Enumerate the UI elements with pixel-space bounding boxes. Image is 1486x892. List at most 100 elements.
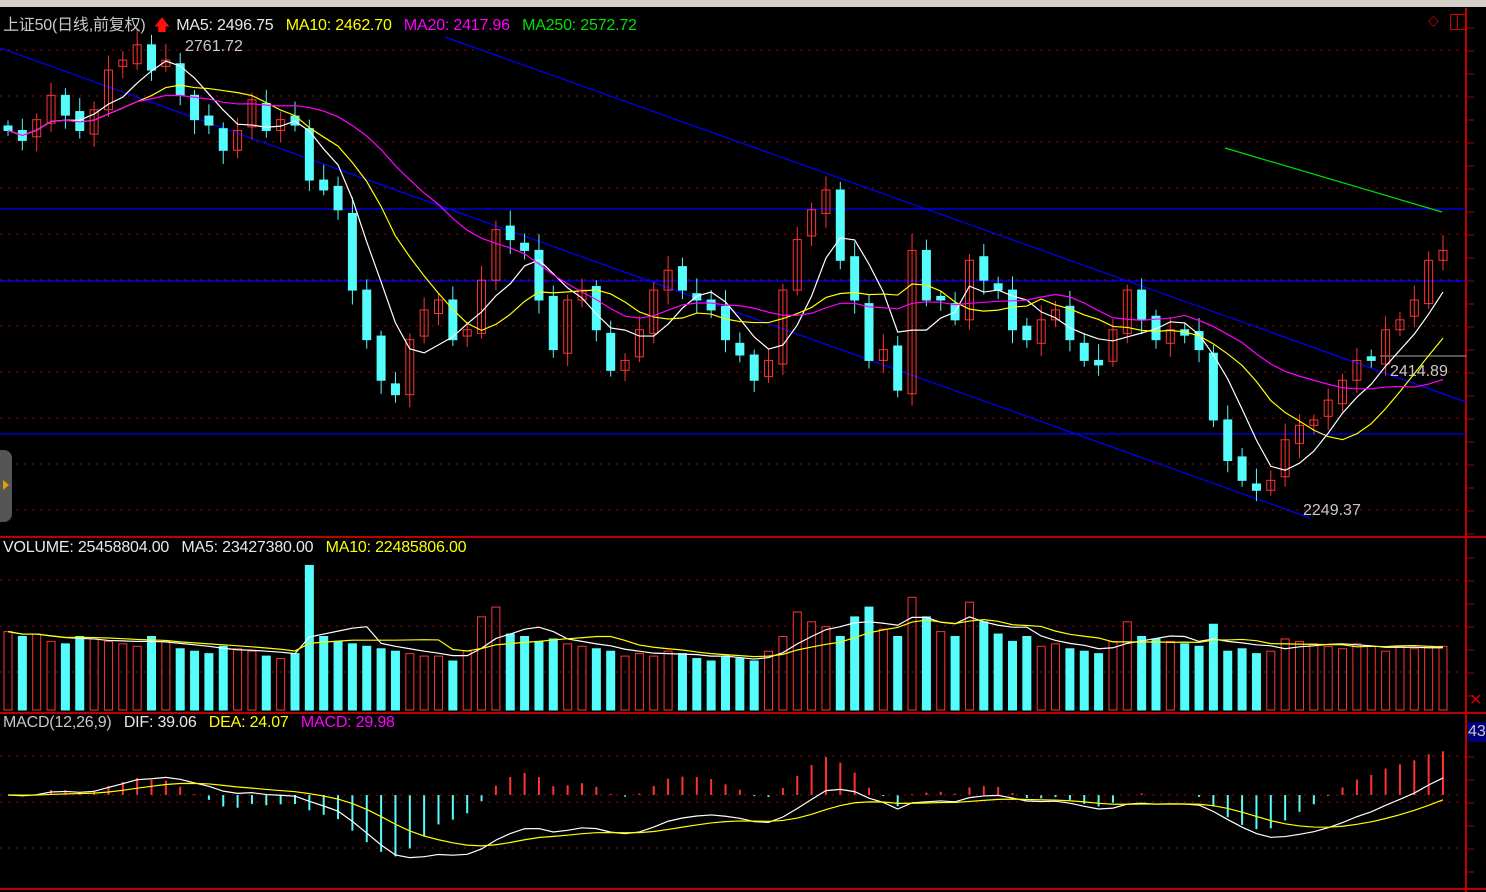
volume-bar — [1395, 645, 1405, 711]
volume-bar — [993, 633, 1003, 711]
candle-body — [792, 239, 802, 291]
volume-bar — [448, 660, 458, 711]
legend-ma250: MA250: 2572.72 — [522, 17, 637, 34]
volume-bar — [1366, 645, 1376, 711]
candle-body — [993, 283, 1003, 291]
candle-body — [1036, 319, 1046, 344]
ma20-line — [7, 94, 1444, 390]
candle-body — [778, 289, 788, 365]
candle-body — [1065, 305, 1075, 341]
diamond-icon[interactable]: ◇ — [1428, 12, 1439, 28]
candle-body — [706, 299, 716, 311]
volume-bar — [878, 628, 888, 711]
volume-bar — [1338, 648, 1348, 711]
candle-body — [319, 179, 329, 191]
up-arrow-icon: 🡅 — [153, 17, 170, 34]
candle-body — [147, 44, 156, 71]
volume-bar — [247, 650, 257, 711]
candle-body — [1309, 419, 1319, 426]
volume-bar — [807, 621, 817, 711]
volume-bar — [1008, 640, 1017, 711]
volume-bar — [75, 636, 85, 711]
volume-bar — [1381, 650, 1391, 711]
volume-bar — [1022, 636, 1032, 711]
candle-body — [118, 59, 128, 67]
volume-bar — [520, 636, 530, 711]
volume-bar — [376, 648, 386, 711]
dea-line — [7, 782, 1444, 847]
candle-body — [1051, 309, 1061, 321]
candle-body — [204, 115, 214, 126]
volume-bar — [60, 643, 70, 711]
volume-bar — [3, 631, 13, 711]
dif-line — [7, 776, 1444, 859]
volume-bar — [706, 660, 716, 711]
candle-body — [1208, 352, 1218, 421]
candle-body — [821, 189, 831, 214]
volume-bar — [1065, 648, 1075, 711]
volume-bar — [190, 650, 200, 711]
close-icon[interactable]: ✕ — [1469, 692, 1483, 709]
volume-bar — [735, 658, 745, 711]
scroll-handle[interactable] — [0, 450, 12, 522]
legend-volume: VOLUME: 25458804.00 — [3, 539, 170, 556]
volume-bar — [118, 643, 128, 711]
volume-bar — [950, 636, 960, 711]
layout-icon[interactable] — [1450, 14, 1466, 30]
volume-bar — [936, 631, 946, 711]
candle-body — [1352, 359, 1362, 381]
volume-bar — [1409, 648, 1419, 711]
volume-bar — [1051, 643, 1061, 711]
volume-bar — [893, 636, 903, 711]
volume-bar — [1237, 648, 1247, 711]
volume-bar — [491, 606, 501, 711]
volume-ma5-line — [7, 616, 1443, 660]
volume-bar — [534, 640, 544, 711]
legend-macd-params: MACD(12,26,9) — [3, 714, 112, 731]
volume-bar — [1036, 645, 1046, 711]
legend-dea: DEA: 24.07 — [208, 714, 289, 731]
window-top-bar — [0, 0, 1486, 7]
legend-vol-ma5: MA5: 23427380.00 — [181, 539, 314, 556]
candle-body — [1280, 439, 1290, 478]
volume-bar — [319, 636, 329, 711]
volume-bar — [333, 640, 343, 711]
volume-bar — [233, 648, 243, 711]
volume-bar — [477, 616, 487, 711]
volume-bar — [821, 626, 831, 711]
volume-bar — [1295, 640, 1304, 711]
volume-bar — [649, 655, 659, 711]
volume-bar — [1165, 640, 1175, 711]
candle-body — [1108, 329, 1118, 362]
trend-line — [0, 47, 1311, 519]
volume-bar — [764, 650, 774, 711]
volume-bar — [1194, 645, 1204, 711]
volume-bar — [907, 596, 917, 711]
volume-bar — [1309, 643, 1319, 711]
volume-bar — [390, 650, 400, 711]
legend-ma5: MA5: 2496.75 — [176, 17, 274, 34]
volume-bar — [1208, 623, 1218, 711]
candle-body — [448, 299, 458, 341]
candle-body — [692, 293, 702, 301]
candle-body — [1338, 379, 1348, 405]
volume-bar — [1223, 650, 1233, 711]
candle-body — [606, 332, 616, 371]
candle-body — [907, 249, 917, 395]
candle-body — [261, 102, 271, 131]
candle-body — [1323, 399, 1333, 417]
candle-body — [491, 229, 501, 281]
volume-bar — [577, 645, 587, 711]
high-price-label: 2761.72 — [185, 38, 243, 55]
candle-body — [835, 189, 845, 261]
volume-bar — [1251, 653, 1261, 711]
ma10-line — [7, 84, 1444, 441]
volume-bar — [778, 636, 788, 711]
candle-body — [563, 299, 573, 354]
volume-bar — [921, 616, 931, 711]
candle-body — [1381, 329, 1391, 365]
volume-bar — [218, 645, 228, 711]
volume-bar — [1266, 650, 1276, 711]
volume-bar — [1094, 653, 1104, 711]
